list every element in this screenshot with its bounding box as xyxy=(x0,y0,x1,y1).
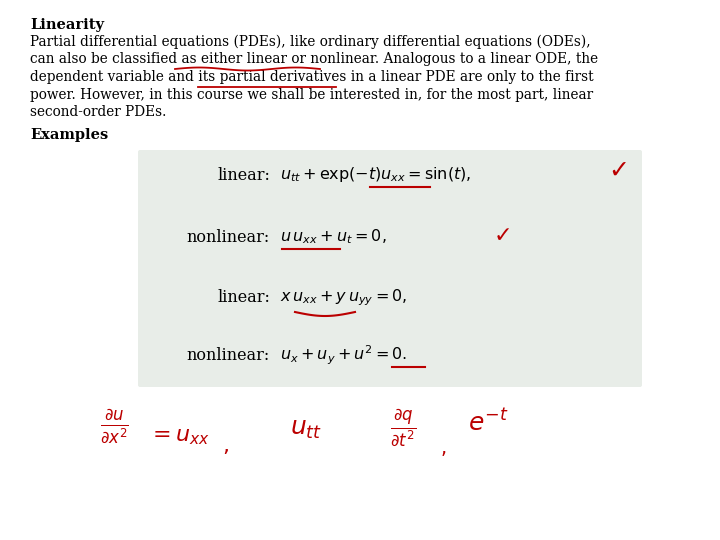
Text: second-order PDEs.: second-order PDEs. xyxy=(30,105,166,119)
Text: $\frac{\partial u}{\partial x^2}$: $\frac{\partial u}{\partial x^2}$ xyxy=(100,408,129,447)
Text: Partial differential equations (PDEs), like ordinary differential equations (ODE: Partial differential equations (PDEs), l… xyxy=(30,35,590,49)
Text: $x\,u_{xx} + y\,u_{yy} = 0,$: $x\,u_{xx} + y\,u_{yy} = 0,$ xyxy=(280,288,408,308)
Text: $\checkmark$: $\checkmark$ xyxy=(493,224,510,244)
Text: $u_x + u_y + u^2 = 0.$: $u_x + u_y + u^2 = 0.$ xyxy=(280,343,408,367)
Text: $,$: $,$ xyxy=(440,440,446,458)
Text: linear:: linear: xyxy=(217,289,270,307)
Text: nonlinear:: nonlinear: xyxy=(186,228,270,246)
Text: can also be classified as either linear or nonlinear. Analogous to a linear ODE,: can also be classified as either linear … xyxy=(30,52,598,66)
Text: $u\,u_{xx} + u_t = 0,$: $u\,u_{xx} + u_t = 0,$ xyxy=(280,228,387,246)
Text: $= u_{xx}$: $= u_{xx}$ xyxy=(148,425,210,447)
Text: dependent variable and its partial derivatives in a linear PDE are only to the f: dependent variable and its partial deriv… xyxy=(30,70,593,84)
Text: Linearity: Linearity xyxy=(30,18,104,32)
Text: $u_{tt} + \exp(-t)u_{xx} = \sin(t),$: $u_{tt} + \exp(-t)u_{xx} = \sin(t),$ xyxy=(280,165,472,185)
Text: $,$: $,$ xyxy=(222,435,229,457)
Text: $u_{tt}$: $u_{tt}$ xyxy=(290,418,322,441)
FancyBboxPatch shape xyxy=(138,150,642,387)
Text: $\checkmark$: $\checkmark$ xyxy=(608,158,626,182)
Text: power. However, in this course we shall be interested in, for the most part, lin: power. However, in this course we shall … xyxy=(30,87,593,102)
Text: Examples: Examples xyxy=(30,128,108,142)
Text: $e^{-t}$: $e^{-t}$ xyxy=(468,410,508,436)
Text: nonlinear:: nonlinear: xyxy=(186,347,270,363)
Text: linear:: linear: xyxy=(217,166,270,184)
Text: $\frac{\partial q}{\partial t^2}$: $\frac{\partial q}{\partial t^2}$ xyxy=(390,408,416,449)
